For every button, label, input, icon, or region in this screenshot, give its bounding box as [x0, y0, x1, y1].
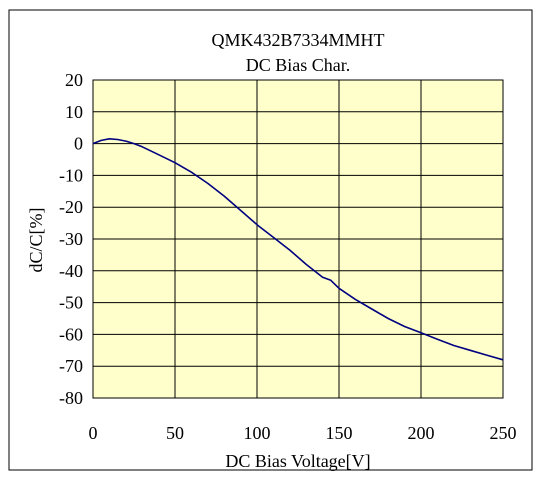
x-tick-label: 100 — [244, 423, 271, 443]
y-tick-label: -70 — [59, 356, 83, 376]
y-tick-label: 0 — [74, 134, 83, 154]
y-tick-label: -30 — [59, 229, 83, 249]
y-axis-label: dC/C[%] — [26, 208, 46, 273]
y-tick-label: 20 — [65, 70, 83, 90]
tick-labels: 0 50 100 150 200 25020100-10-20-30-40-50-60-7… — [59, 70, 517, 443]
y-tick-label: -20 — [59, 197, 83, 217]
chart-title: QMK432B7334MMHT — [211, 30, 384, 50]
y-tick-label: 10 — [65, 102, 83, 122]
y-tick-label: -60 — [59, 324, 83, 344]
series-layer — [92, 138, 504, 361]
x-tick-label: 200 — [408, 423, 435, 443]
y-tick-label: -50 — [59, 293, 83, 313]
x-tick-label: 0 — [89, 423, 98, 443]
chart-subtitle: DC Bias Char. — [246, 55, 351, 75]
x-axis-label: DC Bias Voltage[V] — [225, 451, 370, 471]
y-tick-label: -40 — [59, 261, 83, 281]
grid-lines — [93, 80, 503, 398]
y-tick-label: -10 — [59, 165, 83, 185]
x-tick-label: 250 — [490, 423, 517, 443]
y-tick-label: -80 — [59, 388, 83, 408]
x-tick-label: 50 — [166, 423, 184, 443]
x-tick-label: 150 — [326, 423, 353, 443]
series-line — [92, 138, 504, 361]
